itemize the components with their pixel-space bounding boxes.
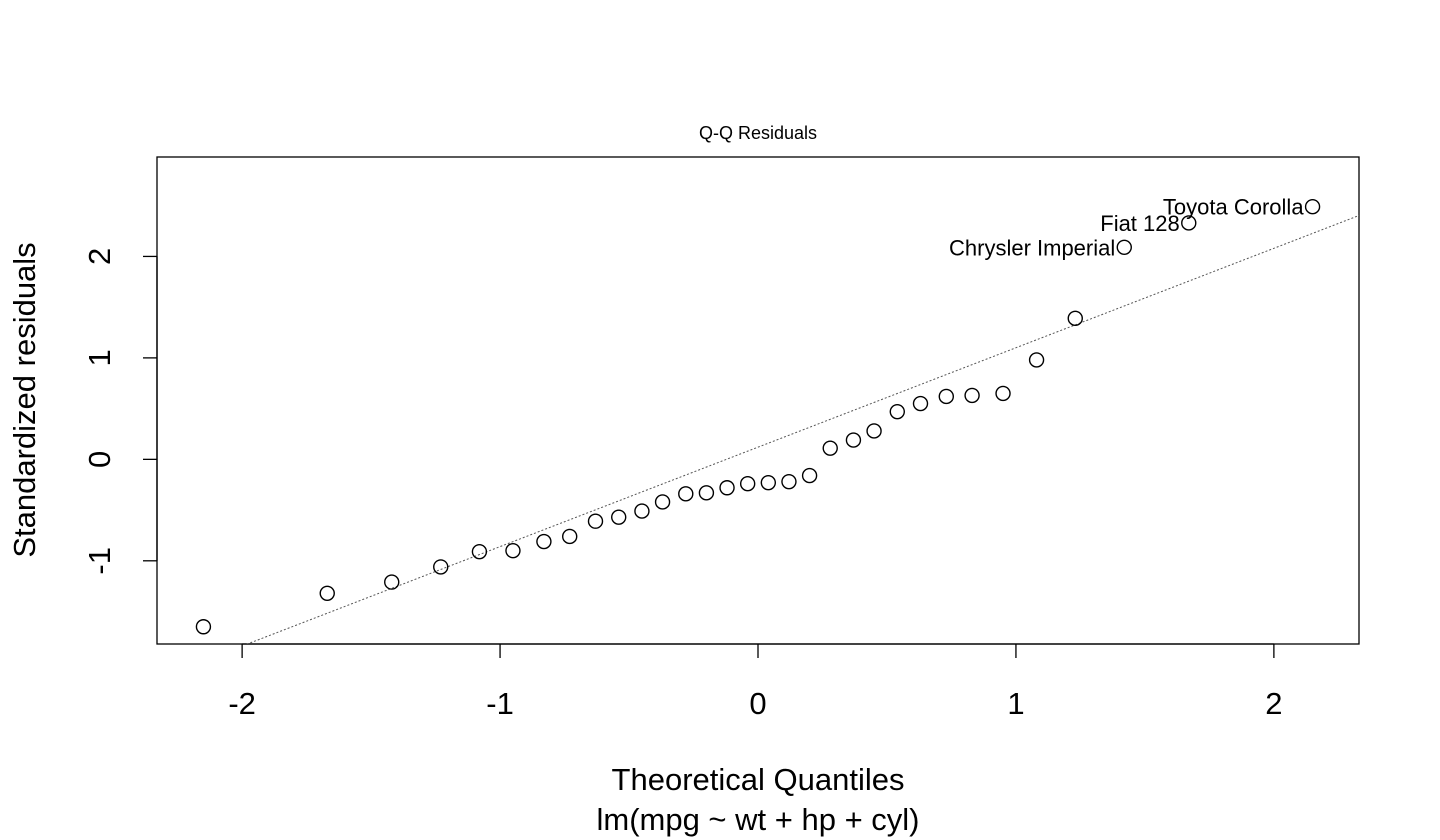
y-tick-label: 0 xyxy=(82,451,117,468)
residual-point xyxy=(678,486,694,502)
residual-point xyxy=(739,475,756,492)
residual-point xyxy=(319,585,335,601)
x-tick-label: 0 xyxy=(749,686,766,721)
residual-point xyxy=(1181,215,1197,231)
residual-point xyxy=(634,503,650,519)
residual-point xyxy=(433,559,449,575)
y-tick-label: 2 xyxy=(82,248,117,265)
x-tick-label: -1 xyxy=(486,686,514,721)
residual-point xyxy=(587,513,604,529)
residual-point xyxy=(995,385,1011,402)
y-axis: -1 0 1 2 xyxy=(82,248,158,575)
residual-point xyxy=(195,619,212,635)
residual-point xyxy=(611,509,627,525)
x-tick-label: -2 xyxy=(228,686,256,721)
residual-point xyxy=(1116,239,1132,255)
point-label: Fiat 128 xyxy=(1100,211,1180,236)
residual-point xyxy=(536,533,552,550)
y-axis-label: Standardized residuals xyxy=(7,242,42,557)
residual-point xyxy=(964,387,980,404)
x-axis: -2 -1 0 1 2 xyxy=(228,643,1283,721)
residual-point xyxy=(1028,352,1045,368)
residual-point xyxy=(1067,310,1083,327)
chart-title: Q-Q Residuals xyxy=(699,123,817,143)
residual-point xyxy=(384,574,400,590)
qq-reference-line xyxy=(245,215,1359,644)
residual-point xyxy=(505,542,521,559)
residual-point xyxy=(471,543,488,560)
residual-point xyxy=(760,474,777,491)
residual-point xyxy=(912,395,929,412)
residual-point xyxy=(719,480,735,496)
residual-point xyxy=(938,388,954,405)
y-tick-label: -1 xyxy=(82,547,117,575)
point-label: Toyota Corolla xyxy=(1163,195,1304,220)
residual-point xyxy=(1304,199,1321,215)
x-tick-label: 1 xyxy=(1007,686,1024,721)
point-label: Chrysler Imperial xyxy=(949,235,1115,260)
residual-point xyxy=(801,467,818,484)
residual-point xyxy=(845,432,862,448)
residual-point xyxy=(822,440,838,456)
residual-point xyxy=(781,473,797,490)
residual-point xyxy=(889,403,905,420)
y-tick-label: 1 xyxy=(82,349,117,366)
residual-point xyxy=(866,423,882,439)
residual-point xyxy=(698,485,715,501)
x-axis-label: Theoretical Quantiles xyxy=(612,762,905,797)
chart-subtitle: lm(mpg ~ wt + hp + cyl) xyxy=(596,802,919,837)
x-tick-label: 2 xyxy=(1265,686,1282,721)
residual-point xyxy=(562,528,578,545)
residual-point xyxy=(654,494,671,510)
